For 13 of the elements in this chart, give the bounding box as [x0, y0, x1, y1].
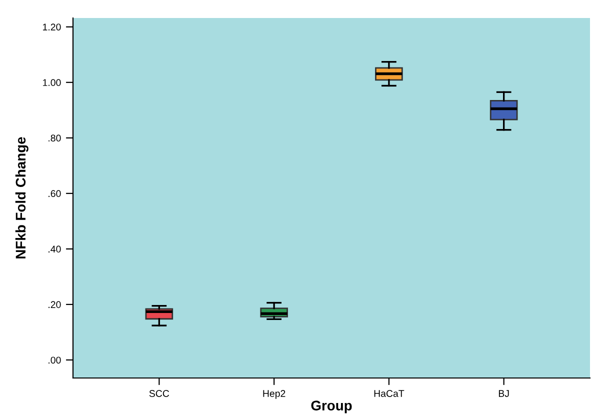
x-tick-label: SCC — [149, 390, 170, 397]
y-tick-label: 1.20 — [43, 24, 61, 30]
x-tick-label: BJ — [498, 390, 509, 397]
y-tick-label: 1.00 — [43, 79, 61, 86]
x-axis-title: Group — [311, 400, 352, 414]
y-axis-title: NFkb Fold Change — [15, 137, 28, 258]
y-tick-label: .60 — [48, 190, 61, 198]
y-tick-label: .20 — [48, 301, 61, 308]
y-tick-label: .80 — [48, 134, 61, 142]
x-tick-label: HaCaT — [374, 390, 404, 397]
x-tick-label: Hep2 — [263, 390, 286, 399]
y-tick-label: .40 — [48, 246, 61, 253]
y-tick-label: .00 — [48, 356, 61, 364]
